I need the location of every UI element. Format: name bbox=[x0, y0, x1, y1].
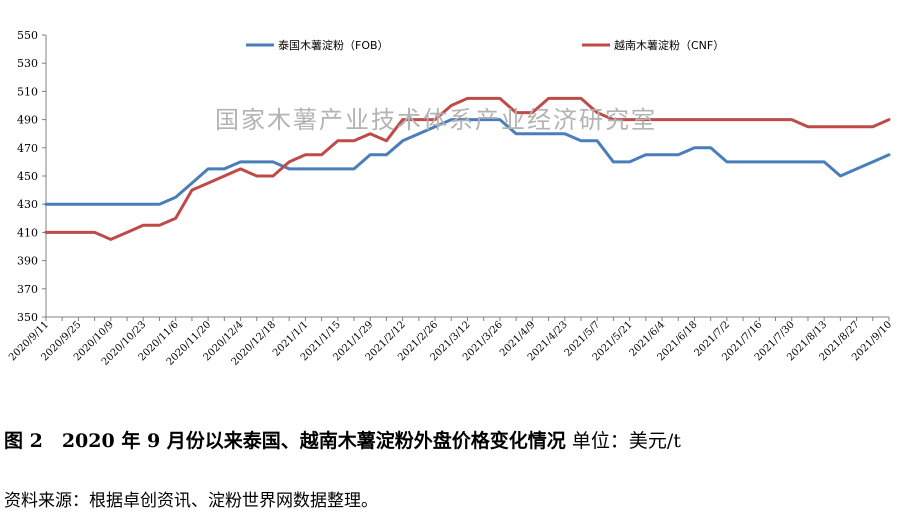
y-axis: 350 370 390 410 430 450 470 490 510 530 550 bbox=[17, 29, 47, 324]
y-tick-label: 470 bbox=[17, 142, 38, 155]
y-tick-label: 410 bbox=[17, 226, 38, 239]
figure-caption: 图 2 2020 年 9 月份以来泰国、越南木薯淀粉外盘价格变化情况 单位：美元… bbox=[4, 426, 908, 453]
watermark: 国家木薯产业技术体系产业经济研究室 bbox=[215, 106, 657, 134]
source-note: 资料来源：根据卓创资讯、淀粉世界网数据整理。 bbox=[4, 491, 378, 511]
y-tick-label: 510 bbox=[17, 85, 38, 98]
figure-unit: 单位：美元/t bbox=[571, 430, 681, 452]
y-tick-label: 450 bbox=[17, 170, 38, 183]
legend-label-1: 泰国木薯淀粉（FOB） bbox=[278, 38, 389, 52]
y-tick-label: 370 bbox=[17, 283, 38, 296]
y-tick-label: 550 bbox=[17, 29, 38, 42]
y-tick-label: 490 bbox=[17, 114, 38, 127]
price-line-chart: 350 370 390 410 430 450 470 490 510 530 550 2020/9… bbox=[7, 29, 894, 368]
legend-label-2: 越南木薯淀粉（CNF） bbox=[614, 38, 724, 52]
series-line-1 bbox=[44, 118, 891, 206]
y-tick-label: 430 bbox=[17, 198, 38, 211]
legend: 泰国木薯淀粉（FOB） 越南木薯淀粉（CNF） bbox=[246, 38, 724, 52]
figure-title: 图 2 2020 年 9 月份以来泰国、越南木薯淀粉外盘价格变化情况 bbox=[4, 430, 566, 452]
series-line-2 bbox=[44, 96, 891, 241]
y-tick-label: 530 bbox=[17, 57, 38, 70]
x-axis: 2020/9/112020/9/252020/10/92020/10/23202… bbox=[7, 316, 894, 368]
series-layer bbox=[44, 96, 891, 241]
y-tick-label: 350 bbox=[17, 311, 38, 324]
y-tick-label: 390 bbox=[17, 255, 38, 268]
